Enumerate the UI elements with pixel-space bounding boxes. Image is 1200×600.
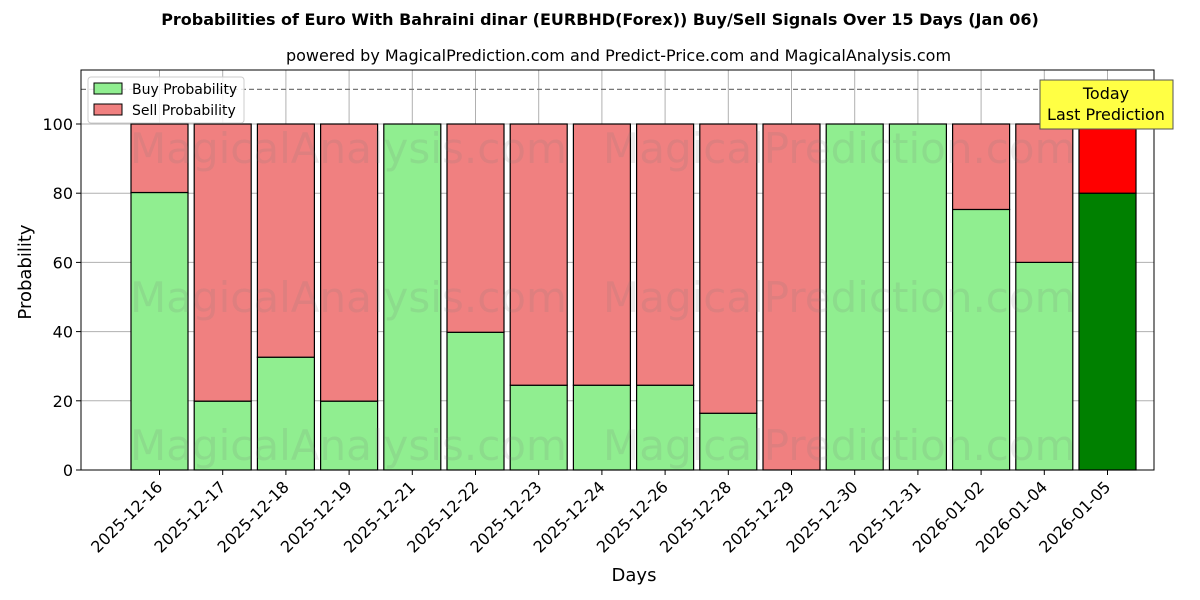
annotation-line1: Today	[1082, 84, 1129, 103]
x-axis: 2025-12-162025-12-172025-12-182025-12-19…	[87, 470, 1114, 557]
watermark: MagicalAnalysis.com	[130, 124, 567, 173]
buy-bar	[635, 384, 695, 471]
sell-bar	[572, 123, 632, 386]
y-tick-label: 0	[63, 461, 73, 480]
watermark: MagicalPrediction.com	[603, 273, 1076, 322]
legend: Buy Probability Sell Probability	[87, 76, 245, 124]
watermark: MagicalAnalysis.com	[130, 273, 567, 322]
legend-swatch-sell	[93, 103, 123, 116]
sell-bar	[635, 123, 695, 386]
y-axis: 0 20 40 60 80 100	[42, 115, 81, 480]
sell-bar	[699, 123, 758, 414]
y-tick-label: 80	[53, 184, 73, 203]
legend-label-sell: Sell Probability	[132, 103, 236, 119]
x-axis-label: Days	[612, 565, 657, 586]
sell-bar	[1078, 123, 1137, 194]
sell-bar	[256, 123, 315, 358]
sell-bar	[446, 123, 505, 333]
watermark: MagicalPrediction.com	[603, 421, 1076, 470]
legend-label-buy: Buy Probability	[132, 82, 237, 98]
buy-bar	[130, 191, 189, 471]
sell-bar	[320, 123, 379, 402]
annotation-box	[1039, 79, 1174, 130]
sell-bar	[1015, 123, 1074, 263]
buy-bar	[1015, 261, 1074, 471]
annotation-line2: Last Prediction	[1047, 105, 1165, 124]
sell-bar	[130, 123, 189, 194]
buy-bar	[1078, 192, 1137, 471]
buy-bar	[320, 400, 379, 471]
y-axis-label: Probability	[15, 224, 36, 319]
today-annotation: Today Last Prediction	[1039, 79, 1174, 130]
buy-bar	[888, 123, 948, 471]
buy-bar	[825, 123, 884, 471]
watermark: MagicalAnalysis.com	[130, 421, 567, 470]
chart-subtitle: powered by MagicalPrediction.com and Pre…	[285, 46, 952, 65]
legend-box	[87, 76, 245, 124]
y-tick-label: 60	[53, 253, 73, 272]
sell-bar	[509, 123, 568, 386]
buy-bar	[951, 208, 1011, 471]
buy-bar	[572, 384, 632, 471]
watermarks: MagicalAnalysis.com MagicalPrediction.com…	[130, 124, 1076, 470]
bars	[130, 123, 1137, 471]
y-tick-label: 40	[53, 323, 73, 342]
legend-swatch-buy	[93, 82, 123, 95]
y-tick-label: 20	[53, 392, 73, 411]
sell-bar	[193, 123, 252, 402]
watermark: MagicalPrediction.com	[603, 124, 1076, 173]
plot-frame	[80, 69, 1155, 471]
sell-bar	[951, 123, 1011, 211]
y-tick-label: 100	[42, 115, 73, 134]
chart-title: Probabilities of Euro With Bahraini dina…	[161, 10, 1039, 29]
